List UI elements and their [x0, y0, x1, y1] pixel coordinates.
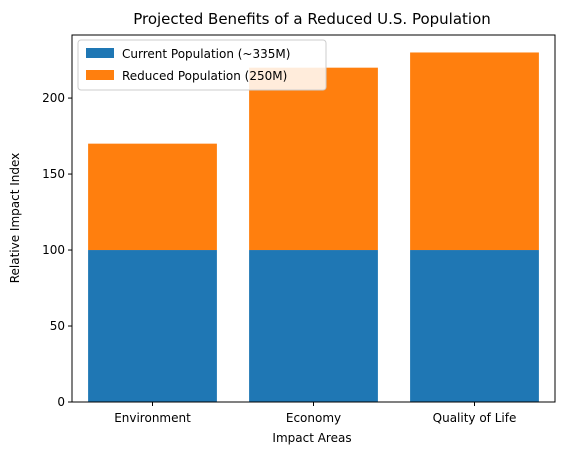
x-tick-label: Economy [286, 411, 341, 425]
x-tick-label: Environment [114, 411, 191, 425]
bar-segment [410, 250, 539, 402]
bar-series-group [88, 52, 539, 402]
legend-swatch [86, 70, 114, 80]
chart-legend: Current Population (~335M) Reduced Popula… [77, 39, 327, 91]
bar-segment [249, 67, 378, 251]
y-axis-ticks: 0 50 100 150 200 [42, 91, 72, 409]
y-tick-label: 100 [42, 243, 65, 257]
legend-box [77, 39, 327, 91]
legend-label: Reduced Population (250M) [122, 69, 287, 83]
y-tick-label: 150 [42, 167, 65, 181]
bar-segment [410, 52, 539, 251]
legend-label: Current Population (~335M) [122, 47, 290, 61]
legend-swatch [86, 48, 114, 58]
y-tick-label: 0 [57, 395, 65, 409]
bar-segment [249, 250, 378, 402]
bar-segment [88, 250, 217, 402]
bar-segment [88, 143, 217, 251]
plot-area-frame [71, 34, 556, 403]
y-axis-label: Relative Impact Index [8, 153, 22, 284]
x-tick-label: Quality of Life [433, 411, 517, 425]
y-tick-label: 200 [42, 91, 65, 105]
x-axis-label: Impact Areas [272, 431, 351, 445]
chart-title: Projected Benefits of a Reduced U.S. Pop… [133, 10, 491, 28]
y-tick-label: 50 [50, 319, 65, 333]
x-axis-ticks: Environment Economy Quality of Life [114, 402, 516, 425]
